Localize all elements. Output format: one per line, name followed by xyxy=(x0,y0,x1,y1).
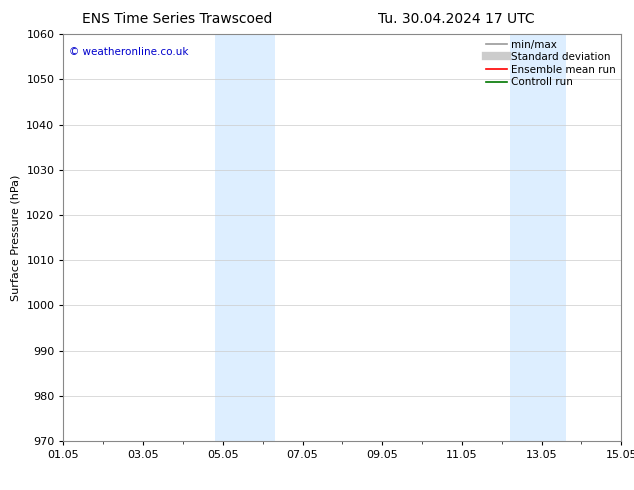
Legend: min/max, Standard deviation, Ensemble mean run, Controll run: min/max, Standard deviation, Ensemble me… xyxy=(484,37,618,89)
Bar xyxy=(215,34,275,441)
Text: ENS Time Series Trawscoed: ENS Time Series Trawscoed xyxy=(82,12,273,26)
Text: © weatheronline.co.uk: © weatheronline.co.uk xyxy=(69,47,188,56)
Text: Tu. 30.04.2024 17 UTC: Tu. 30.04.2024 17 UTC xyxy=(378,12,535,26)
Bar xyxy=(510,34,566,441)
Y-axis label: Surface Pressure (hPa): Surface Pressure (hPa) xyxy=(11,174,21,301)
